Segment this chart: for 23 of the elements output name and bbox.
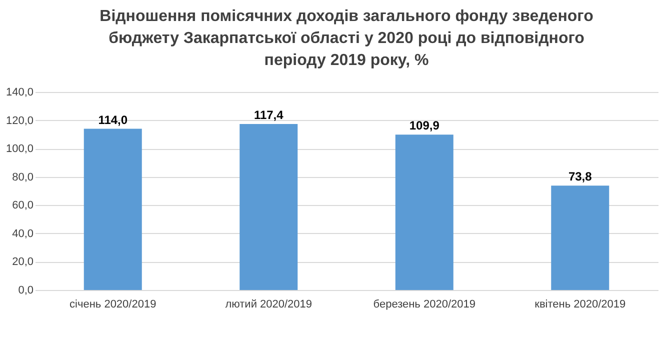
y-tick-label: 20,0 [12, 256, 34, 268]
x-tick-label: лютий 2020/2019 [225, 298, 312, 310]
data-label: 114,0 [98, 112, 128, 127]
y-tick-label: 120,0 [6, 114, 34, 127]
bar [551, 186, 610, 290]
y-tick-label: 0,0 [18, 284, 34, 296]
data-label: 109,9 [409, 118, 440, 133]
x-tick-label: березень 2020/2019 [373, 298, 476, 310]
data-label: 117,4 [254, 108, 284, 122]
data-label: 73,8 [568, 170, 592, 184]
y-tick-label: 100,0 [6, 143, 34, 156]
text: бюджету Закарпатської області у 2020 році до відповідного [108, 30, 584, 47]
bar [240, 124, 298, 290]
bar [84, 128, 142, 290]
text: Відношення помісячних доходів загального фонду зведеного [100, 8, 594, 25]
y-tick-label: 40,0 [12, 228, 34, 240]
x-tick-label: січень 2020/2019 [70, 298, 156, 310]
y-tick-label: 140,0 [6, 86, 34, 98]
y-tick-label: 60,0 [12, 200, 34, 212]
x-tick-label: квітень 2020/2019 [534, 298, 626, 310]
y-tick-label: 80,0 [12, 171, 34, 184]
bar [395, 134, 454, 290]
text: періоду 2019 року, % [264, 52, 429, 69]
